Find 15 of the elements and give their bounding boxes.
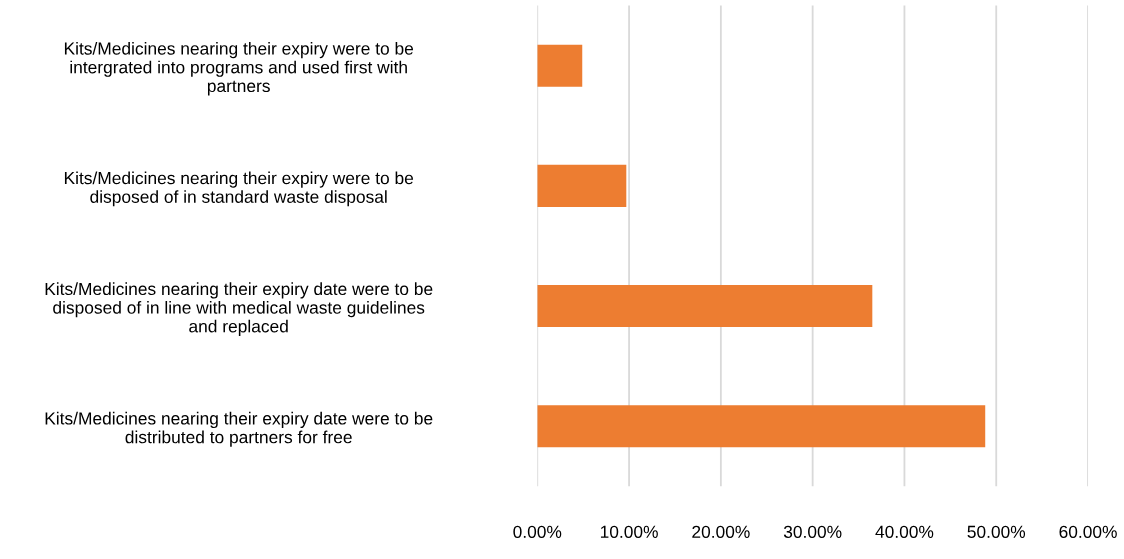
x-tick-label: 20.00% [692,525,750,538]
x-tick-label: 40.00% [875,525,934,538]
bar [537,44,583,87]
x-tick-label: 50.00% [967,525,1026,538]
y-tick-label: Kits/Medicines nearing their expiry date were to be distributed to partners for free [45,411,433,447]
bar [537,405,986,448]
y-tick-label: Kits/Medicines nearing their expiry were to be intergrated into programs and used first with partners [64,41,414,96]
x-tick-label: 60.00% [1059,525,1117,538]
bar [537,285,873,328]
y-tick-label: Kits/Medicines nearing their expiry were to be disposed of in standard waste disposal [64,171,414,207]
x-tick-label: 0.00% [513,525,562,538]
x-tick-label: 10.00% [600,525,658,538]
bar [537,164,627,207]
x-tick-label: 30.00% [783,525,842,538]
y-tick-label: Kits/Medicines nearing their expiry date were to be disposed of in line with medical waste guidelines and replaced [45,282,433,336]
